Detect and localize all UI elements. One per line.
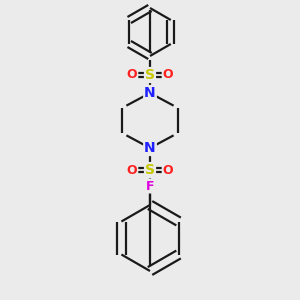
Text: N: N (144, 86, 156, 100)
Text: S: S (145, 68, 155, 82)
Text: O: O (127, 164, 137, 176)
Text: N: N (144, 141, 156, 155)
Text: F: F (146, 179, 154, 193)
Text: O: O (127, 68, 137, 82)
Text: O: O (163, 68, 173, 82)
Text: O: O (163, 164, 173, 176)
Text: S: S (145, 163, 155, 177)
